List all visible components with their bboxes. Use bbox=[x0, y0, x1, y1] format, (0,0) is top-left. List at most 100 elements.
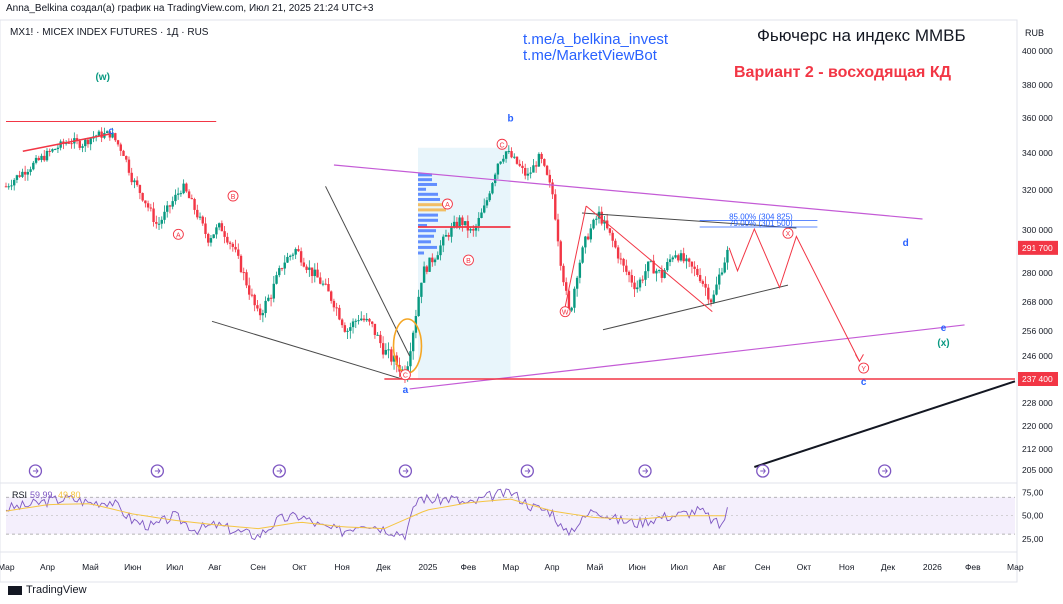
x-tick-label: 2026 bbox=[923, 562, 942, 572]
candle-body bbox=[472, 229, 475, 231]
x-tick-label: Авг bbox=[208, 562, 221, 572]
wave-label-text: Y bbox=[861, 366, 866, 373]
candle-body bbox=[135, 180, 139, 186]
candle-body bbox=[701, 281, 705, 284]
candle-body bbox=[573, 288, 576, 308]
x-tick-label: Дек bbox=[376, 562, 390, 572]
candle-body bbox=[381, 343, 385, 355]
candle-body bbox=[422, 266, 426, 283]
currency-label: RUB bbox=[1025, 28, 1044, 38]
support-line-a bbox=[211, 320, 402, 380]
candle-body bbox=[638, 279, 642, 288]
candle-body bbox=[485, 200, 489, 206]
candle-body bbox=[373, 323, 377, 335]
chart-annotation-subtitle: Вариант 2 - восходящая КД bbox=[734, 64, 951, 81]
wave-label-text: B bbox=[466, 258, 471, 265]
candle-body bbox=[15, 175, 19, 180]
candle-body bbox=[78, 140, 81, 148]
candle-body bbox=[226, 236, 229, 243]
candle-body bbox=[155, 221, 158, 224]
y-tick-label: 220 000 bbox=[1022, 421, 1053, 431]
candle-body bbox=[690, 261, 694, 267]
candle-body bbox=[70, 143, 73, 145]
candle-body bbox=[335, 307, 338, 309]
trend-line-a bbox=[325, 186, 411, 357]
fib-label: 79.00% (301 500) bbox=[729, 219, 793, 228]
candle-body bbox=[349, 327, 352, 331]
candle-body bbox=[245, 272, 248, 286]
volume-profile-bar bbox=[418, 178, 433, 182]
tradingview-logo[interactable]: TradingView bbox=[8, 584, 87, 596]
candle-body bbox=[34, 157, 38, 163]
candle-body bbox=[18, 175, 21, 177]
candle-body bbox=[562, 265, 565, 283]
event-marker-arrow bbox=[524, 468, 531, 474]
candle-body bbox=[368, 318, 371, 322]
candle-body bbox=[119, 144, 122, 151]
candle-body bbox=[540, 153, 543, 159]
x-tick-label: 2025 bbox=[418, 562, 437, 572]
candle-body bbox=[362, 318, 366, 321]
candle-body bbox=[461, 217, 464, 226]
candle-body bbox=[212, 234, 215, 239]
x-tick-label: Дек bbox=[881, 562, 895, 572]
symbol-line[interactable]: MX1! · MICEX INDEX FUTURES · 1Д · RUS bbox=[10, 27, 209, 38]
candle-body bbox=[455, 221, 459, 227]
candle-body bbox=[565, 282, 568, 291]
candle-body bbox=[313, 269, 316, 277]
candle-body bbox=[726, 249, 729, 263]
candle-body bbox=[122, 150, 125, 157]
candle-body bbox=[575, 277, 579, 289]
candle-body bbox=[253, 294, 256, 306]
telegram-link-1[interactable]: t.me/a_belkina_invest bbox=[523, 31, 669, 48]
candle-body bbox=[567, 290, 571, 311]
wave-label-text: (w) bbox=[95, 72, 109, 83]
candle-body bbox=[677, 255, 680, 261]
volume-profile-bar bbox=[418, 245, 438, 249]
candle-body bbox=[630, 275, 633, 283]
candle-body bbox=[127, 159, 131, 173]
candle-body bbox=[483, 205, 486, 213]
candle-body bbox=[193, 199, 196, 210]
candle-body bbox=[340, 319, 344, 326]
telegram-link-2[interactable]: t.me/MarketViewBot bbox=[523, 47, 657, 64]
candle-body bbox=[515, 156, 519, 164]
candle-body bbox=[228, 242, 232, 244]
wave-label-text: X bbox=[786, 231, 791, 238]
candle-body bbox=[346, 330, 349, 332]
volume-profile-bar bbox=[418, 187, 427, 191]
event-marker-arrow bbox=[154, 468, 161, 474]
forecast-path bbox=[728, 227, 860, 362]
candle-body bbox=[256, 305, 259, 309]
candle-body bbox=[86, 139, 90, 145]
candle-body bbox=[480, 212, 483, 218]
candle-body bbox=[294, 249, 297, 255]
candle-body bbox=[310, 267, 314, 277]
candle-body bbox=[493, 174, 497, 184]
candle-body bbox=[234, 246, 237, 250]
volume-profile-bar bbox=[418, 192, 439, 196]
candle-body bbox=[332, 300, 336, 308]
wave-label-text: c bbox=[108, 126, 114, 137]
candle-body bbox=[105, 131, 109, 134]
candle-body bbox=[444, 235, 448, 237]
candle-body bbox=[280, 268, 284, 270]
x-tick-label: Сен bbox=[755, 562, 771, 572]
candle-body bbox=[616, 247, 620, 259]
volume-profile-bar bbox=[418, 203, 446, 207]
candle-body bbox=[715, 284, 718, 295]
candle-body bbox=[239, 255, 243, 273]
candle-body bbox=[275, 275, 278, 284]
x-tick-label: Апр bbox=[40, 562, 55, 572]
price-badge-label: 237 400 bbox=[1022, 374, 1053, 384]
candle-body bbox=[723, 262, 726, 273]
chart-annotation-title: Фьючерс на индекс ММВБ bbox=[757, 26, 966, 45]
x-tick-label: Ноя bbox=[334, 562, 350, 572]
volume-profile-bar bbox=[418, 234, 435, 238]
candle-body bbox=[23, 171, 27, 175]
candle-body bbox=[111, 133, 114, 138]
y-tick-label: 256 000 bbox=[1022, 326, 1053, 336]
candle-body bbox=[392, 355, 396, 362]
candle-body bbox=[338, 307, 341, 320]
